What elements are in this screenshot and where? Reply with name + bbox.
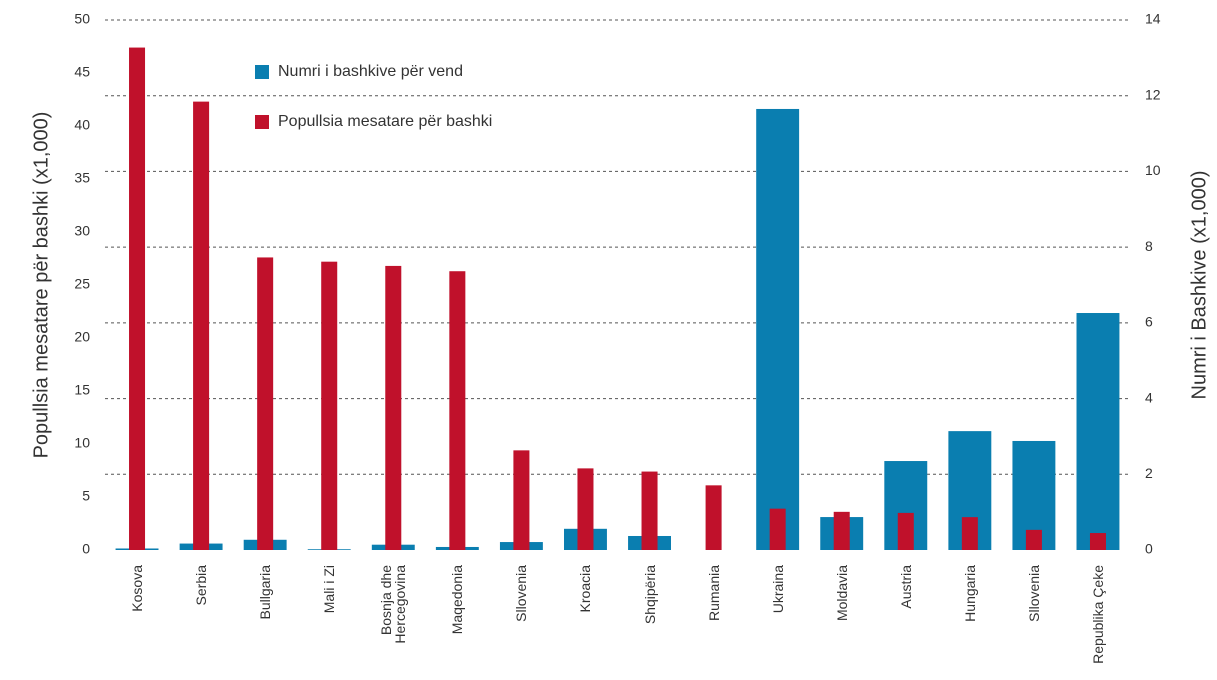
bar bbox=[833, 511, 850, 550]
bar bbox=[705, 485, 722, 550]
y-tick-label: 20 bbox=[74, 329, 90, 345]
x-tick-label: Maqedonia bbox=[449, 565, 466, 635]
y-tick-label: 10 bbox=[74, 435, 90, 451]
x-tick-label: Shqipëria bbox=[641, 565, 658, 625]
bar bbox=[1089, 533, 1106, 550]
x-tick-label: Ukraina bbox=[769, 565, 786, 614]
y-tick-label: 5 bbox=[82, 488, 90, 504]
bar bbox=[577, 468, 594, 550]
x-tick-label: Austria bbox=[897, 565, 914, 609]
y2-tick-label: 4 bbox=[1145, 389, 1153, 405]
y-tick-label: 25 bbox=[74, 276, 90, 292]
y-tick-label: 45 bbox=[74, 64, 90, 80]
bar bbox=[257, 257, 274, 550]
x-tick-label: Sllovenia bbox=[1025, 565, 1042, 622]
y2-tick-label: 12 bbox=[1145, 86, 1161, 102]
x-tick-label: Sllovenia bbox=[513, 565, 530, 622]
y2-axis-title: Numri i Bashkive (x1,000) bbox=[1188, 171, 1210, 400]
y-tick-label: 40 bbox=[74, 117, 90, 133]
y-axis-title: Popullsia mesatare për bashki (x1,000) bbox=[30, 112, 52, 459]
bar bbox=[1076, 313, 1120, 550]
x-tick-label: Republika Çeke bbox=[1089, 565, 1106, 664]
x-tick-label: Serbia bbox=[193, 565, 210, 606]
y-tick-label: 50 bbox=[74, 11, 90, 27]
bar bbox=[961, 517, 978, 550]
y-tick-label: 0 bbox=[82, 541, 90, 557]
bar bbox=[129, 47, 146, 551]
x-tick-label: Bullgaria bbox=[257, 565, 274, 620]
x-tick-label: Kosova bbox=[129, 565, 146, 612]
legend-label: Numri i bashkive për vend bbox=[278, 63, 463, 80]
y2-tick-label: 14 bbox=[1145, 11, 1161, 27]
legend-swatch bbox=[255, 115, 269, 129]
x-tick-label: Mali i Zi bbox=[321, 565, 338, 614]
y-tick-label: 35 bbox=[74, 170, 90, 186]
bar bbox=[641, 471, 658, 550]
y-tick-label: 30 bbox=[74, 223, 90, 239]
x-tick-label: Kroacia bbox=[577, 565, 594, 613]
x-tick-label: Rumania bbox=[705, 565, 722, 622]
bar bbox=[756, 108, 800, 550]
legend-swatch bbox=[255, 65, 269, 79]
bar bbox=[513, 450, 530, 550]
bar bbox=[449, 271, 466, 550]
bar bbox=[193, 101, 210, 551]
y2-tick-label: 8 bbox=[1145, 238, 1153, 254]
legend-label: Popullsia mesatare për bashki bbox=[278, 113, 492, 130]
bar bbox=[769, 508, 786, 550]
y-tick-label: 15 bbox=[74, 382, 90, 398]
bar bbox=[897, 512, 914, 550]
x-tick-label: Hungaria bbox=[961, 565, 978, 622]
y2-tick-label: 2 bbox=[1145, 465, 1153, 481]
y2-tick-label: 10 bbox=[1145, 162, 1161, 178]
bar bbox=[321, 261, 338, 550]
y2-tick-label: 0 bbox=[1145, 541, 1153, 557]
x-tick-label: Moldavia bbox=[833, 565, 850, 622]
x-tick-label: Bosnja dhe Hercegovina bbox=[378, 565, 409, 644]
bar bbox=[1025, 529, 1042, 550]
bar bbox=[385, 265, 402, 550]
y2-tick-label: 6 bbox=[1145, 314, 1153, 330]
